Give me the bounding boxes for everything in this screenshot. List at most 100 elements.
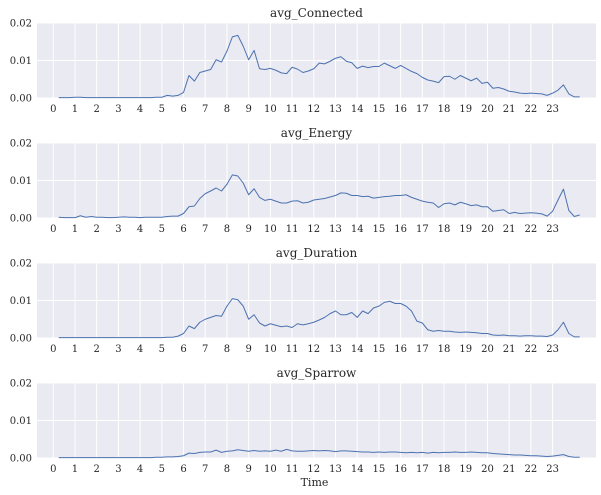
y-tick-label: 0.01 [10, 176, 32, 187]
x-tick-label: 14 [351, 464, 364, 475]
x-tick-label: 12 [307, 344, 320, 355]
x-tick-label: 4 [137, 344, 143, 355]
x-tick-label: 5 [159, 104, 165, 115]
x-tick-label: 18 [438, 344, 451, 355]
x-tick-label: 6 [180, 104, 186, 115]
y-tick-label: 0.00 [10, 454, 32, 465]
x-tick-label: 8 [224, 464, 230, 475]
x-tick-label: 2 [94, 104, 100, 115]
x-tick-label: 13 [329, 224, 342, 235]
x-tick-label: 16 [394, 344, 407, 355]
x-tick-label: 23 [546, 464, 559, 475]
x-tick-label: 12 [307, 464, 320, 475]
x-tick-label: 4 [137, 224, 143, 235]
chart-title: avg_Energy [281, 126, 353, 140]
x-tick-label: 17 [416, 104, 429, 115]
x-tick-label: 4 [137, 104, 143, 115]
x-tick-label: 0 [50, 104, 56, 115]
x-tick-label: 3 [115, 104, 121, 115]
x-tick-label: 19 [459, 464, 472, 475]
x-tick-label: 10 [264, 224, 277, 235]
x-tick-label: 19 [459, 344, 472, 355]
y-tick-label: 0.00 [10, 94, 32, 105]
x-tick-label: 0 [50, 464, 56, 475]
x-tick-label: 11 [286, 464, 299, 475]
x-tick-label: 3 [115, 224, 121, 235]
x-tick-label: 23 [546, 104, 559, 115]
x-tick-label: 4 [137, 464, 143, 475]
chart-title: avg_Connected [270, 6, 363, 20]
x-tick-label: 7 [202, 344, 208, 355]
x-tick-label: 7 [202, 104, 208, 115]
x-tick-label: 15 [373, 224, 386, 235]
x-tick-label: 10 [264, 344, 277, 355]
x-tick-label: 23 [546, 224, 559, 235]
chart-title: avg_Sparrow [277, 366, 357, 380]
x-tick-label: 15 [373, 344, 386, 355]
x-axis-label: Time [301, 476, 329, 489]
x-tick-label: 11 [286, 224, 299, 235]
x-tick-label: 9 [245, 224, 251, 235]
y-tick-label: 0.01 [10, 56, 32, 67]
y-tick-label: 0.00 [10, 334, 32, 345]
y-tick-label: 0.02 [10, 259, 32, 270]
x-tick-label: 1 [72, 464, 78, 475]
x-tick-label: 3 [115, 344, 121, 355]
x-tick-label: 0 [50, 344, 56, 355]
y-tick-label: 0.02 [10, 379, 32, 390]
x-tick-label: 8 [224, 104, 230, 115]
x-tick-label: 20 [481, 224, 494, 235]
x-tick-label: 17 [416, 464, 429, 475]
x-tick-label: 15 [373, 464, 386, 475]
x-tick-label: 22 [525, 464, 538, 475]
x-tick-label: 7 [202, 224, 208, 235]
x-tick-label: 21 [503, 344, 516, 355]
chart-title: avg_Duration [276, 246, 358, 260]
x-tick-label: 17 [416, 224, 429, 235]
x-tick-label: 9 [245, 344, 251, 355]
x-tick-label: 20 [481, 344, 494, 355]
x-tick-label: 14 [351, 104, 364, 115]
y-tick-label: 0.01 [10, 296, 32, 307]
x-tick-label: 3 [115, 464, 121, 475]
x-tick-label: 9 [245, 104, 251, 115]
x-tick-label: 2 [94, 464, 100, 475]
x-tick-label: 19 [459, 104, 472, 115]
x-tick-label: 10 [264, 464, 277, 475]
x-tick-label: 14 [351, 344, 364, 355]
x-tick-label: 18 [438, 224, 451, 235]
x-tick-label: 5 [159, 344, 165, 355]
x-tick-label: 17 [416, 344, 429, 355]
y-tick-label: 0.01 [10, 416, 32, 427]
x-tick-label: 6 [180, 224, 186, 235]
x-tick-label: 5 [159, 224, 165, 235]
x-tick-label: 14 [351, 224, 364, 235]
x-tick-label: 20 [481, 464, 494, 475]
x-tick-label: 23 [546, 344, 559, 355]
x-tick-label: 10 [264, 104, 277, 115]
y-tick-label: 0.02 [10, 19, 32, 30]
x-tick-label: 1 [72, 104, 78, 115]
x-tick-label: 22 [525, 344, 538, 355]
x-tick-label: 5 [159, 464, 165, 475]
x-tick-label: 2 [94, 344, 100, 355]
x-tick-label: 21 [503, 224, 516, 235]
x-tick-label: 18 [438, 464, 451, 475]
x-tick-label: 13 [329, 104, 342, 115]
x-tick-label: 22 [525, 104, 538, 115]
x-tick-label: 7 [202, 464, 208, 475]
x-tick-label: 12 [307, 224, 320, 235]
x-tick-label: 20 [481, 104, 494, 115]
x-tick-label: 18 [438, 104, 451, 115]
x-tick-label: 8 [224, 224, 230, 235]
x-tick-label: 8 [224, 344, 230, 355]
y-tick-label: 0.02 [10, 139, 32, 150]
x-tick-label: 1 [72, 224, 78, 235]
x-tick-label: 16 [394, 224, 407, 235]
x-tick-label: 2 [94, 224, 100, 235]
x-tick-label: 15 [373, 104, 386, 115]
x-tick-label: 0 [50, 224, 56, 235]
x-tick-label: 1 [72, 344, 78, 355]
x-tick-label: 6 [180, 464, 186, 475]
